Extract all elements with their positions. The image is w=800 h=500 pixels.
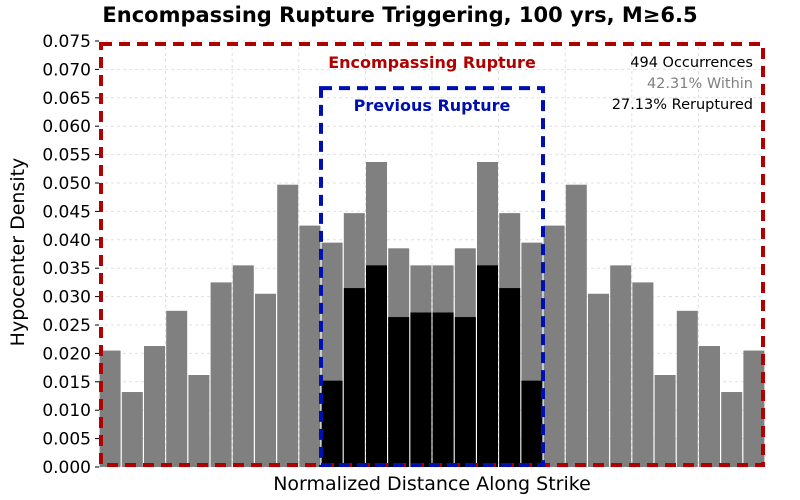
bar-gray <box>588 293 609 467</box>
bar-black <box>343 288 365 467</box>
y-tick-label: 0.075 <box>42 32 91 52</box>
y-tick-label: 0.035 <box>42 259 91 279</box>
y-axis-label: Hypocenter Density <box>7 158 29 347</box>
previous-rupture-label: Previous Rupture <box>354 96 511 115</box>
previous-rupture-box <box>319 86 545 467</box>
bar-gray <box>721 392 743 467</box>
y-tick-label: 0.025 <box>42 316 91 336</box>
bar-black <box>321 380 343 467</box>
occurrences-stat: 494 Occurrences <box>630 55 753 71</box>
bar-black <box>477 265 498 467</box>
y-tick-label: 0.000 <box>42 458 91 478</box>
bar-gray <box>632 282 654 467</box>
bar-gray <box>210 282 232 467</box>
grid <box>99 40 765 468</box>
bar-black <box>388 317 410 467</box>
bar-gray <box>188 374 210 467</box>
bar-gray <box>299 225 321 467</box>
within-stat: 42.31% Within <box>647 76 753 92</box>
bar-gray <box>610 265 632 467</box>
bar-black <box>410 312 432 467</box>
y-tick-label: 0.055 <box>42 146 91 166</box>
y-tick-label: 0.015 <box>42 373 91 393</box>
bar-gray <box>654 374 676 467</box>
bar-black <box>432 312 454 467</box>
bar-black <box>521 380 543 467</box>
bar-gray <box>232 265 254 467</box>
y-tick-label: 0.020 <box>42 344 91 364</box>
chart-title: Encompassing Rupture Triggering, 100 yrs… <box>102 3 697 27</box>
bar-black <box>499 288 521 467</box>
bar-black <box>366 265 387 467</box>
encompassing-rupture-label: Encompassing Rupture <box>328 53 536 72</box>
bar-gray <box>543 225 565 467</box>
y-tick-label: 0.065 <box>42 89 91 109</box>
y-tick-label: 0.005 <box>42 430 91 450</box>
y-tick-label: 0.050 <box>42 174 91 194</box>
x-axis-label: Normalized Distance Along Strike <box>273 473 591 495</box>
bar-gray <box>255 293 276 467</box>
y-tick-label: 0.070 <box>42 60 91 80</box>
y-tick-label: 0.030 <box>42 288 91 308</box>
reruptured-stat: 27.13% Reruptured <box>612 97 753 113</box>
y-tick-label: 0.040 <box>42 231 91 251</box>
bar-black <box>454 317 476 467</box>
y-tick-label: 0.060 <box>42 117 91 137</box>
bar-gray <box>699 346 720 467</box>
y-tick-labels: 0.000 0.005 0.010 0.015 0.020 0.025 0.030 0.035… <box>42 32 99 478</box>
bars-black <box>321 265 543 467</box>
bar-gray <box>166 310 188 467</box>
bar-gray <box>144 346 165 467</box>
bar-gray <box>121 392 143 467</box>
bar-gray <box>676 310 698 467</box>
y-tick-label: 0.045 <box>42 202 91 222</box>
bar-gray <box>743 350 765 467</box>
bar-gray <box>277 184 299 468</box>
bar-gray <box>565 184 587 468</box>
bar-gray <box>99 350 121 467</box>
y-tick-label: 0.010 <box>42 401 91 421</box>
